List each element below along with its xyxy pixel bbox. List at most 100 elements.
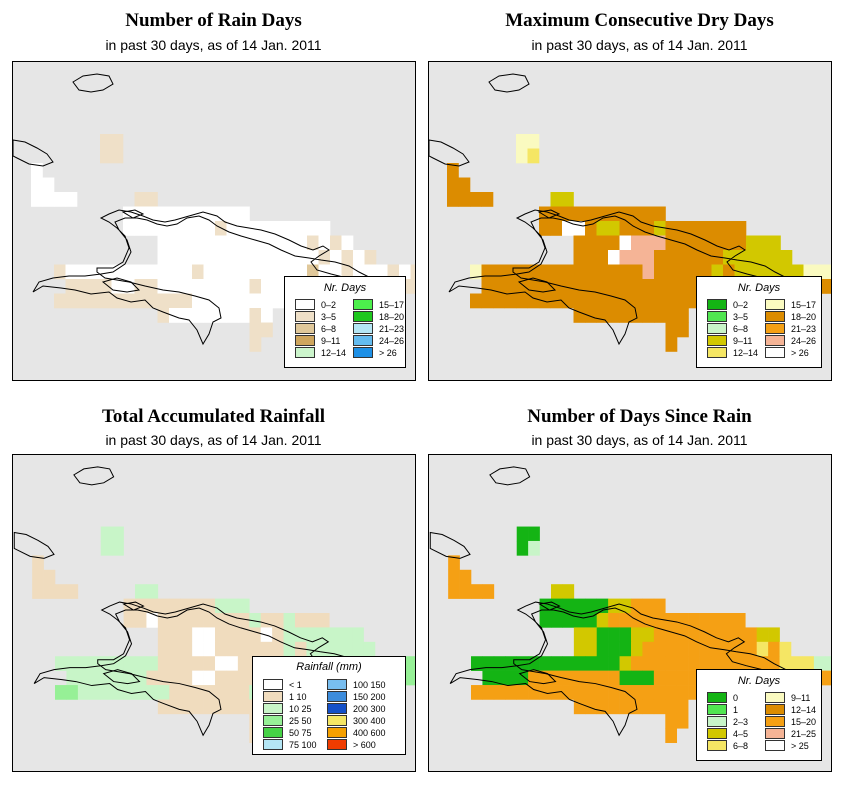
grid-cell — [215, 685, 227, 700]
grid-cell — [157, 264, 170, 280]
grid-cell — [352, 641, 364, 657]
grid-cell — [157, 656, 170, 671]
legend-label: 9–11 — [733, 335, 753, 346]
grid-cell — [677, 308, 689, 323]
grid-cell — [608, 670, 620, 686]
island-outline — [518, 669, 557, 685]
legend-swatch — [765, 299, 785, 310]
grid-cell — [340, 627, 353, 643]
grid-cell — [203, 699, 216, 715]
grid-cell — [249, 221, 262, 236]
grid-cell — [676, 641, 689, 657]
grid-cell — [665, 670, 678, 686]
grid-cell — [780, 264, 793, 280]
coastline-outline — [449, 601, 813, 737]
grid-cell — [608, 293, 620, 309]
coastline-outline — [32, 209, 398, 346]
legend-item: 21–23 — [353, 323, 404, 334]
grid-cell — [745, 656, 758, 671]
legend-item: 24–26 — [353, 335, 404, 346]
legend-item: 12–14 — [707, 347, 758, 358]
grid-cell — [43, 569, 56, 585]
grid-cell — [261, 293, 273, 309]
legend-swatch — [765, 323, 785, 334]
grid-cell — [54, 264, 66, 280]
grid-cell — [665, 264, 678, 280]
grid-cell — [295, 235, 308, 251]
grid-cell — [111, 264, 124, 280]
grid-cell — [330, 250, 342, 265]
legend-swatch — [765, 740, 785, 751]
panel-rain-days: Number of Rain Days in past 30 days, as … — [0, 0, 427, 397]
grid-cell — [295, 264, 308, 280]
grid-cell — [688, 235, 701, 251]
grid-cell — [722, 627, 735, 643]
grid-cell — [54, 192, 66, 207]
grid-cell — [100, 264, 112, 280]
grid-cell — [585, 670, 598, 686]
grid-cell — [192, 221, 204, 236]
island-outline — [429, 139, 470, 167]
grid-cell — [364, 250, 377, 265]
grid-cell — [631, 685, 643, 700]
grid-cell — [504, 279, 517, 294]
grid-cell — [112, 526, 124, 542]
island-outline — [537, 209, 561, 219]
grid-cell — [746, 264, 758, 280]
legend-item: 24–26 — [765, 335, 816, 346]
legend-item: 10 25 — [263, 703, 312, 714]
grid-cell — [261, 279, 273, 294]
grid-cell — [596, 250, 609, 265]
grid-cell — [215, 293, 227, 309]
grid-cell — [631, 656, 643, 671]
grid-cell — [573, 627, 586, 643]
grid-cell — [77, 279, 89, 294]
grid-cell — [146, 264, 158, 280]
legend-item: 9–11 — [707, 335, 752, 346]
coastline-outline — [33, 601, 397, 737]
grid-cell — [249, 250, 262, 265]
grid-cell — [768, 641, 780, 657]
grid-cell — [562, 598, 575, 614]
grid-cell — [677, 250, 689, 265]
grid-cell — [238, 235, 250, 251]
grid-cell — [237, 656, 250, 671]
grid-cell — [585, 613, 598, 628]
grid-cell — [768, 627, 780, 643]
legend-swatch — [295, 335, 315, 346]
grid-cell — [272, 641, 284, 657]
grid-cell — [585, 250, 597, 265]
legend-swatch — [707, 323, 727, 334]
grid-cell — [528, 670, 540, 686]
map-frame — [12, 61, 416, 381]
grid-cell — [203, 613, 216, 628]
grid-cell — [192, 627, 204, 643]
grid-cell — [699, 627, 712, 643]
grid-cell — [215, 235, 227, 251]
grid-cell — [631, 206, 643, 222]
grid-cell — [562, 192, 574, 207]
grid-cell — [215, 656, 227, 671]
grid-cell — [249, 264, 262, 280]
legend-swatch — [263, 727, 283, 738]
grid-cell — [733, 613, 746, 628]
grid-cell — [516, 134, 528, 149]
grid-cell — [169, 279, 181, 294]
legend-item: 18–20 — [765, 311, 816, 322]
grid-cell — [100, 685, 113, 700]
grid-cell — [146, 613, 159, 628]
grid-cell — [471, 656, 483, 671]
grid-cell — [146, 192, 158, 207]
grid-cell — [192, 670, 204, 686]
grid-cell — [135, 656, 147, 671]
grid-cell — [493, 670, 506, 686]
grid-cell — [676, 685, 689, 700]
grid-cell — [123, 279, 135, 294]
legend-swatch — [263, 739, 283, 750]
grid-cell — [665, 279, 678, 294]
legend-item: 6–8 — [707, 323, 748, 334]
grid-cell — [157, 613, 170, 628]
grid-cell — [757, 250, 770, 265]
hispaniola-map — [13, 466, 415, 743]
